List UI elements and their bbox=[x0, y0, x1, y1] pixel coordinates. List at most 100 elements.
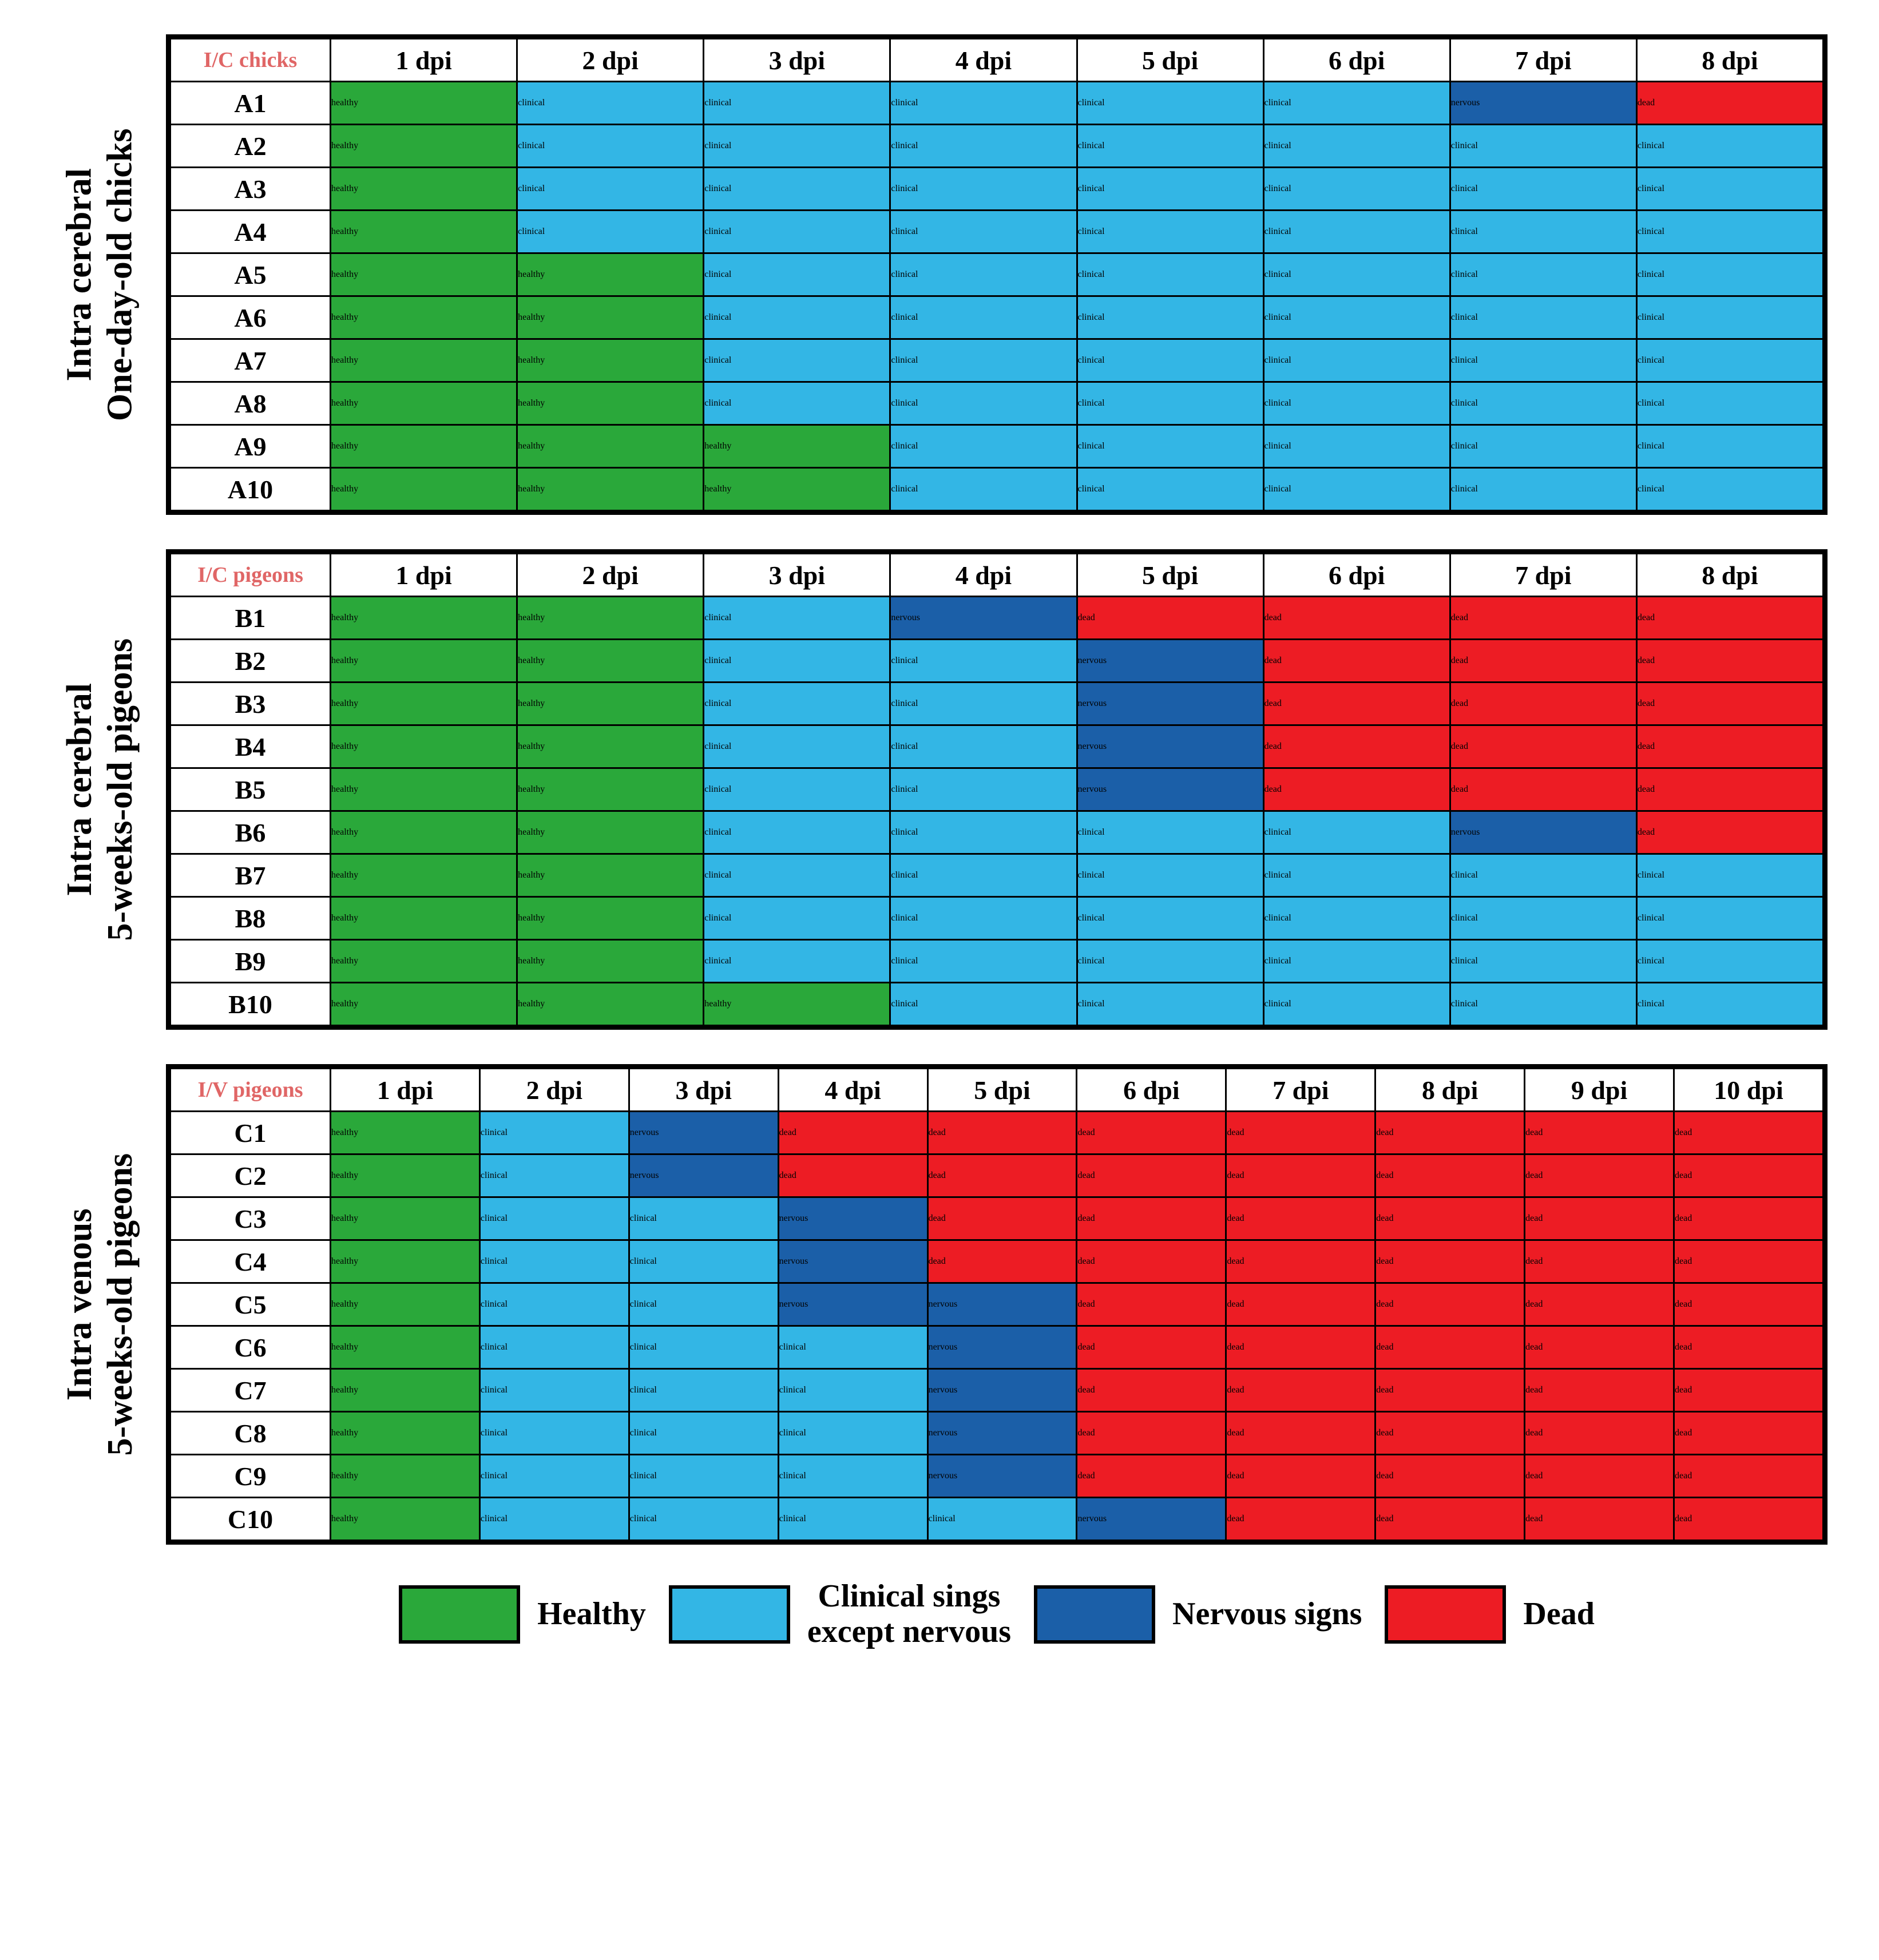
status-cell: clinical bbox=[1636, 253, 1823, 296]
status-cell: dead bbox=[1226, 1455, 1375, 1498]
status-cell: clinical bbox=[704, 683, 890, 725]
table-row: C1healthyclinicalnervousdeaddeaddeaddead… bbox=[171, 1112, 1823, 1154]
legend-label: Dead bbox=[1523, 1597, 1594, 1632]
row-label: C7 bbox=[171, 1369, 331, 1412]
row-label: A2 bbox=[171, 125, 331, 168]
legend-label: Clinical singsexcept nervous bbox=[807, 1579, 1011, 1649]
table-row: A8healthyhealthyclinicalclinicalclinical… bbox=[171, 382, 1823, 425]
status-cell: dead bbox=[1636, 725, 1823, 768]
status-cell: clinical bbox=[1077, 82, 1263, 125]
status-cell: clinical bbox=[1263, 854, 1450, 897]
column-header: 6 dpi bbox=[1263, 39, 1450, 82]
column-header: 8 dpi bbox=[1636, 554, 1823, 597]
panel-side-label-text: Intra venous5-weeks-old pigeons bbox=[60, 1153, 141, 1456]
status-cell: nervous bbox=[927, 1455, 1077, 1498]
table-row: C9healthyclinicalclinicalclinicalnervous… bbox=[171, 1455, 1823, 1498]
status-cell: clinical bbox=[1077, 253, 1263, 296]
status-cell: clinical bbox=[1263, 339, 1450, 382]
table-row: C5healthyclinicalclinicalnervousnervousd… bbox=[171, 1283, 1823, 1326]
status-cell: dead bbox=[1525, 1112, 1674, 1154]
status-cell: dead bbox=[1375, 1412, 1525, 1455]
status-cell: clinical bbox=[1636, 211, 1823, 253]
status-cell: clinical bbox=[704, 339, 890, 382]
table-row: B5healthyhealthyclinicalclinicalnervousd… bbox=[171, 768, 1823, 811]
heatmap-table-wrap: I/C pigeons1 dpi2 dpi3 dpi4 dpi5 dpi6 dp… bbox=[166, 549, 1828, 1030]
status-cell: clinical bbox=[479, 1197, 629, 1240]
status-cell: dead bbox=[1077, 1283, 1226, 1326]
status-cell: clinical bbox=[890, 940, 1077, 983]
status-cell: clinical bbox=[1263, 253, 1450, 296]
status-cell: clinical bbox=[778, 1369, 927, 1412]
status-cell: clinical bbox=[1450, 382, 1636, 425]
row-label: B1 bbox=[171, 597, 331, 640]
status-cell: clinical bbox=[1263, 168, 1450, 211]
status-cell: healthy bbox=[331, 1154, 480, 1197]
status-cell: clinical bbox=[1263, 382, 1450, 425]
row-label: A8 bbox=[171, 382, 331, 425]
status-cell: clinical bbox=[890, 640, 1077, 683]
status-cell: nervous bbox=[927, 1369, 1077, 1412]
table-row: C10healthyclinicalclinicalclinicalclinic… bbox=[171, 1498, 1823, 1541]
row-label: A10 bbox=[171, 468, 331, 511]
status-cell: nervous bbox=[927, 1283, 1077, 1326]
status-cell: dead bbox=[1226, 1412, 1375, 1455]
row-label: C8 bbox=[171, 1412, 331, 1455]
status-cell: clinical bbox=[629, 1498, 778, 1541]
status-cell: healthy bbox=[331, 1455, 480, 1498]
status-cell: clinical bbox=[1077, 168, 1263, 211]
status-cell: dead bbox=[1077, 1112, 1226, 1154]
status-cell: clinical bbox=[927, 1498, 1077, 1541]
status-cell: nervous bbox=[778, 1283, 927, 1326]
status-cell: clinical bbox=[778, 1498, 927, 1541]
status-cell: clinical bbox=[1077, 468, 1263, 511]
status-cell: clinical bbox=[1450, 468, 1636, 511]
status-cell: clinical bbox=[1263, 211, 1450, 253]
table-row: B9healthyhealthyclinicalclinicalclinical… bbox=[171, 940, 1823, 983]
status-cell: dead bbox=[1674, 1240, 1823, 1283]
status-cell: clinical bbox=[1636, 940, 1823, 983]
status-cell: healthy bbox=[331, 1240, 480, 1283]
status-cell: healthy bbox=[331, 339, 517, 382]
row-label: A3 bbox=[171, 168, 331, 211]
column-header: 7 dpi bbox=[1450, 39, 1636, 82]
column-header: 8 dpi bbox=[1375, 1069, 1525, 1112]
table-row: B7healthyhealthyclinicalclinicalclinical… bbox=[171, 854, 1823, 897]
table-row: A3healthyclinicalclinicalclinicalclinica… bbox=[171, 168, 1823, 211]
column-header: 10 dpi bbox=[1674, 1069, 1823, 1112]
status-cell: dead bbox=[1525, 1455, 1674, 1498]
status-cell: dead bbox=[1674, 1283, 1823, 1326]
column-header: 3 dpi bbox=[704, 554, 890, 597]
row-label: A9 bbox=[171, 425, 331, 468]
status-cell: clinical bbox=[1450, 339, 1636, 382]
legend-label: Nervous signs bbox=[1172, 1597, 1362, 1632]
status-cell: healthy bbox=[517, 468, 704, 511]
panel-side-label-text: Intra cerebral5-weeks-old pigeons bbox=[60, 638, 141, 941]
status-cell: dead bbox=[1525, 1412, 1674, 1455]
status-cell: healthy bbox=[331, 1412, 480, 1455]
status-cell: healthy bbox=[331, 983, 517, 1026]
status-cell: dead bbox=[1450, 597, 1636, 640]
status-cell: clinical bbox=[704, 897, 890, 940]
row-label: A4 bbox=[171, 211, 331, 253]
status-cell: dead bbox=[1525, 1326, 1674, 1369]
status-cell: healthy bbox=[331, 468, 517, 511]
status-cell: dead bbox=[1077, 1369, 1226, 1412]
column-header: 1 dpi bbox=[331, 39, 517, 82]
column-header: 5 dpi bbox=[1077, 39, 1263, 82]
status-cell: dead bbox=[1226, 1498, 1375, 1541]
status-cell: clinical bbox=[1636, 296, 1823, 339]
status-cell: clinical bbox=[1263, 425, 1450, 468]
heatmap-table: I/C pigeons1 dpi2 dpi3 dpi4 dpi5 dpi6 dp… bbox=[169, 553, 1824, 1026]
status-cell: clinical bbox=[479, 1283, 629, 1326]
column-header: 2 dpi bbox=[517, 554, 704, 597]
status-cell: healthy bbox=[331, 1369, 480, 1412]
panel-side-label: Intra cerebralOne-day-old chicks bbox=[34, 234, 166, 316]
status-cell: healthy bbox=[331, 640, 517, 683]
status-cell: clinical bbox=[1077, 811, 1263, 854]
row-label: A1 bbox=[171, 82, 331, 125]
status-cell: healthy bbox=[331, 296, 517, 339]
status-cell: clinical bbox=[890, 468, 1077, 511]
row-label: B5 bbox=[171, 768, 331, 811]
status-cell: clinical bbox=[629, 1455, 778, 1498]
status-cell: clinical bbox=[1077, 211, 1263, 253]
